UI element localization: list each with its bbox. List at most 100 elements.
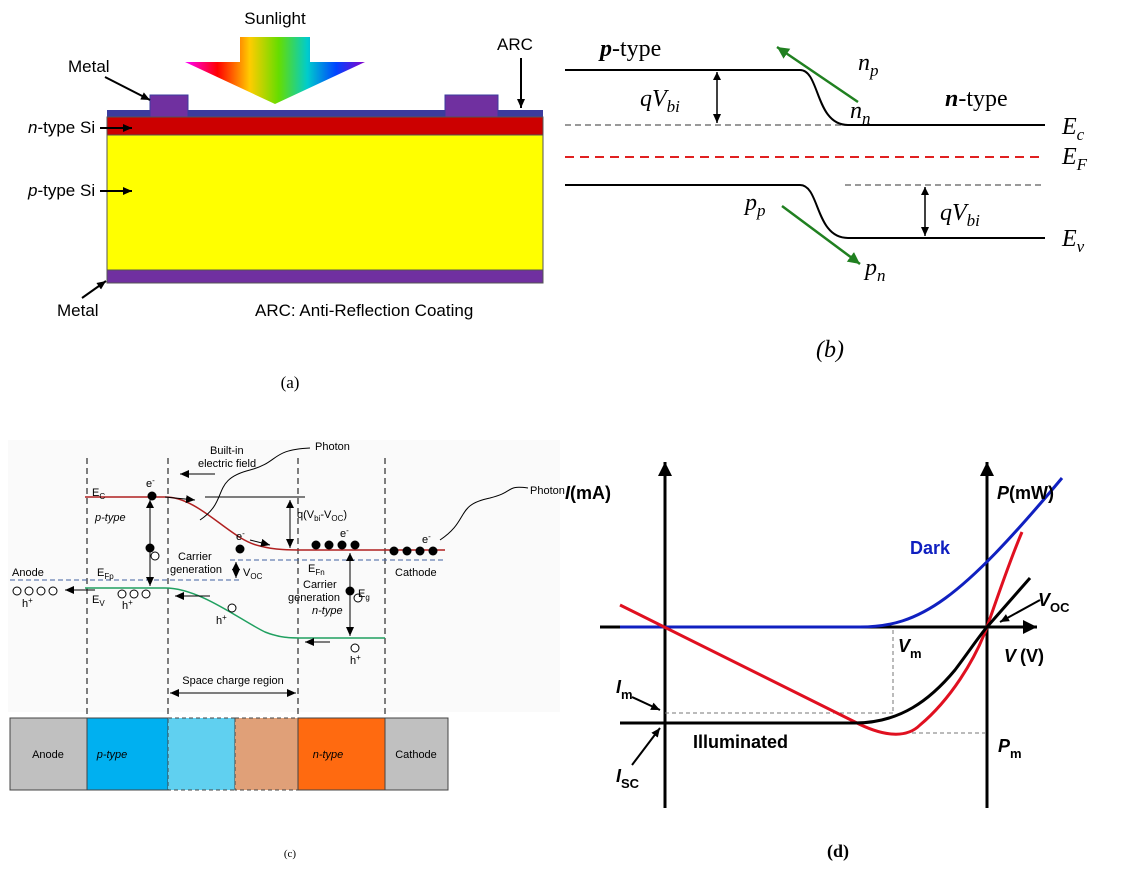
text-part: +: [356, 653, 361, 662]
label: Built-in: [210, 445, 244, 457]
text-part: -type: [612, 36, 661, 62]
text-part: g: [365, 593, 369, 602]
label: ARC: [497, 35, 533, 54]
label: p-type: [94, 512, 126, 524]
text-part: bi: [667, 97, 681, 116]
illuminated-curve: [620, 578, 1030, 723]
guides: [665, 630, 985, 733]
text-part: -type Si: [37, 118, 95, 137]
label: Space charge region: [182, 675, 284, 687]
label: Sunlight: [244, 9, 306, 28]
text-part: p: [756, 201, 766, 220]
n-layer: [107, 117, 543, 135]
label: Cathode: [395, 749, 437, 761]
label: n-type Si: [28, 118, 95, 137]
label: electric field: [198, 458, 256, 470]
text-part: qV: [640, 86, 669, 112]
label: Cathode: [395, 567, 437, 579]
text-part: ): [343, 509, 347, 521]
text-part: n: [28, 118, 37, 137]
arrow: [632, 697, 660, 710]
label: Ev: [1061, 226, 1085, 256]
label: Photon: [530, 485, 565, 497]
text-part: n: [877, 266, 886, 285]
text-part: bi: [967, 211, 981, 230]
text-part: n: [945, 86, 958, 112]
label: n-type: [313, 749, 344, 761]
label: generation: [288, 592, 340, 604]
text-part: (mA): [570, 483, 611, 503]
text-part: E: [92, 487, 99, 499]
text-part: E: [1061, 144, 1077, 170]
label: VOC: [1038, 590, 1070, 615]
page: Sunlight Metal ARC n-type Si p-type Si M…: [0, 0, 1122, 869]
label: Illuminated: [693, 732, 788, 752]
p-layer: [107, 135, 543, 270]
text-part: p: [863, 255, 877, 281]
text-part: E: [1061, 114, 1077, 140]
panel-c: Built-in electric field Photon Photon EC…: [8, 440, 565, 860]
label: pn: [863, 255, 886, 285]
figure: Sunlight Metal ARC n-type Si p-type Si M…: [0, 0, 1122, 869]
text-part: c: [1077, 125, 1085, 144]
text-part: (V): [1020, 646, 1044, 666]
label: Ec: [1061, 114, 1085, 144]
text-part: E: [92, 594, 99, 606]
text-part: +: [128, 598, 133, 607]
text-part: +: [28, 596, 33, 605]
label: P(mW): [997, 483, 1054, 503]
text-part: m: [910, 646, 922, 661]
text-part: -: [152, 476, 155, 485]
label: Anode: [12, 567, 44, 579]
panel-b: p-type n-type qVbi qVbi np nn pp pn Ec E…: [565, 36, 1088, 363]
text-part: p: [598, 36, 612, 62]
label: ARC: Anti-Reflection Coating: [255, 301, 473, 320]
label: qVbi: [940, 200, 980, 230]
text-part: Fn: [315, 568, 324, 577]
panel-d: I(mA) P(mW) Dark VOC Vm V(V) Im Pm Illum…: [565, 462, 1070, 862]
label: Anode: [32, 749, 64, 761]
label: Im: [616, 677, 633, 702]
text-part: E: [358, 588, 365, 600]
label: np: [858, 50, 879, 80]
text-part: q(V: [297, 509, 315, 521]
label: V(V): [1004, 646, 1044, 666]
text-part: -V: [320, 509, 332, 521]
label: Photon: [315, 441, 350, 453]
text-part: m: [621, 687, 633, 702]
text-part: (mW): [1009, 483, 1054, 503]
label: Pm: [998, 736, 1022, 761]
text-part: n: [858, 50, 870, 76]
text-part: n: [862, 109, 871, 128]
label: n-type: [945, 86, 1008, 112]
text-part: +: [222, 613, 227, 622]
text-part: Fp: [104, 572, 114, 581]
text-part: OC: [1050, 600, 1070, 615]
label: ISC: [616, 766, 640, 791]
label: Carrier: [178, 551, 212, 563]
label: n-type: [312, 605, 343, 617]
text-part: -type Si: [37, 181, 95, 200]
text-part: E: [1061, 226, 1077, 252]
text-part: -: [242, 529, 245, 538]
text-part: n: [850, 98, 862, 124]
label: Carrier: [303, 579, 337, 591]
caption: (c): [284, 848, 297, 860]
caption: (d): [827, 841, 849, 862]
text-part: C: [99, 492, 105, 501]
panel-bg: [8, 440, 560, 712]
label: Metal: [68, 57, 110, 76]
label: Vm: [898, 636, 922, 661]
text-part: -: [346, 526, 349, 535]
text-part: v: [1077, 237, 1085, 256]
text-part: p: [869, 61, 879, 80]
text-part: p: [743, 190, 757, 216]
text-part: m: [1010, 746, 1022, 761]
text-part: E: [308, 563, 315, 575]
panel-a: Sunlight Metal ARC n-type Si p-type Si M…: [27, 9, 543, 392]
label: Dark: [910, 538, 951, 558]
caption: (a): [281, 373, 300, 392]
text-part: V: [1004, 646, 1018, 666]
text-part: qV: [940, 200, 969, 226]
label: generation: [170, 564, 222, 576]
